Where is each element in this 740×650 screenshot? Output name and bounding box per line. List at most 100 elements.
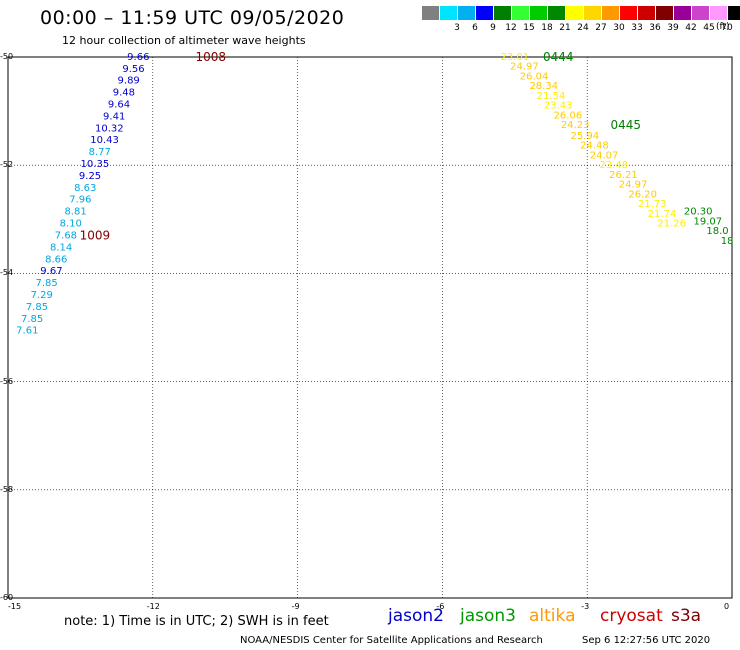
legend-tick-label: 30 — [613, 23, 625, 33]
legend-swatch — [458, 6, 475, 20]
legend-tick-label: 42 — [685, 23, 697, 33]
legend-tick-label: 45 — [703, 23, 715, 33]
swh-value: 24.07 — [590, 150, 619, 161]
legend-tick-label: 36 — [649, 23, 661, 33]
lon-tick-label: -12 — [146, 602, 160, 611]
swh-value: 10.43 — [90, 135, 119, 146]
legend-unit-label: (ft) — [716, 22, 730, 32]
legend-swatch — [692, 6, 709, 20]
legend-swatch — [494, 6, 511, 20]
swh-value: 24.23 — [561, 120, 590, 131]
swh-value: 24.48 — [580, 141, 609, 152]
swh-value: 9.89 — [118, 76, 140, 87]
legend-swatch — [602, 6, 619, 20]
swh-value: 23.43 — [544, 101, 573, 112]
legend-tick-label: 70 — [721, 23, 733, 33]
swh-value: 25.94 — [570, 131, 599, 142]
swh-value: 8.66 — [45, 254, 67, 265]
legend-swatch — [674, 6, 691, 20]
credit-line: NOAA/NESDIS Center for Satellite Applica… — [240, 635, 543, 646]
swh-value: 26.20 — [628, 189, 657, 200]
legend-swatch — [728, 6, 740, 20]
footer-note: note: 1) Time is in UTC; 2) SWH is in fe… — [64, 614, 329, 629]
swh-value: 7.96 — [69, 195, 91, 206]
legend-swatch — [656, 6, 673, 20]
legend-swatch — [566, 6, 583, 20]
swh-value: 21.26 — [657, 219, 686, 230]
swh-value: 9.41 — [103, 111, 125, 122]
legend-tick-label: 15 — [523, 23, 535, 33]
legend-tick-label: 6 — [472, 23, 478, 33]
lat-tick-label: -54 — [0, 268, 14, 278]
lon-tick-label: -6 — [436, 602, 445, 611]
swh-value: 21.73 — [638, 199, 667, 210]
swh-value: 7.61 — [16, 326, 38, 337]
swh-value: 24.97 — [510, 62, 539, 73]
swh-value: 23.48 — [599, 160, 628, 171]
legend-swatch — [512, 6, 529, 20]
legend-swatch — [620, 6, 637, 20]
lat-tick-label: -58 — [0, 484, 14, 494]
page-title: 00:00 – 11:59 UTC 09/05/2020 — [40, 7, 345, 29]
swh-value: 28.34 — [529, 81, 558, 92]
swh-value: 7.85 — [35, 278, 57, 289]
legend-swatch — [422, 6, 439, 20]
swh-value: 26.06 — [554, 110, 583, 121]
legend-swatch — [710, 6, 727, 20]
mission-label: cryosat — [600, 606, 663, 626]
legend-tick-label: 12 — [505, 23, 517, 33]
lat-tick-label: -60 — [0, 593, 14, 602]
swh-value: 18.0 — [706, 226, 728, 237]
swh-value: 8.77 — [89, 147, 111, 158]
pass-time-label: 0445 — [611, 118, 642, 132]
swh-value: 9.64 — [108, 100, 130, 111]
lat-tick-label: -56 — [0, 376, 14, 386]
swh-value: 7.85 — [26, 302, 48, 313]
legend-tick-label: 39 — [667, 23, 679, 33]
swh-value: 7.68 — [55, 230, 77, 241]
legend-tick-label: 3 — [454, 23, 460, 33]
mission-label: jason2 — [388, 606, 444, 626]
pass-time-label: 1008 — [195, 50, 226, 64]
legend-swatch — [476, 6, 493, 20]
swh-value: 10.35 — [81, 159, 110, 170]
legend-tick-label: 24 — [577, 23, 589, 33]
pass-time-label: 0444 — [543, 50, 574, 64]
swh-value: 19.07 — [694, 216, 723, 227]
legend-swatch — [530, 6, 547, 20]
legend-tick-label: 18 — [541, 23, 553, 33]
swh-value: 7.85 — [21, 314, 43, 325]
lat-tick-label: -52 — [0, 160, 14, 170]
swh-value: 21.74 — [648, 209, 677, 220]
lon-tick-label: -3 — [581, 602, 590, 611]
swh-value: 18 — [721, 236, 734, 247]
legend-tick-label: 33 — [631, 23, 643, 33]
legend-swatch — [584, 6, 601, 20]
swh-value: 10.32 — [95, 123, 124, 134]
swh-value: 26.04 — [520, 71, 549, 82]
lon-tick-label: -15 — [8, 602, 22, 611]
timestamp: Sep 6 12:27:56 UTC 2020 — [582, 635, 711, 646]
swh-value: 9.56 — [122, 64, 144, 75]
lat-tick-label: -50 — [0, 52, 14, 61]
swh-value: 9.67 — [40, 266, 62, 277]
swh-value: 21.54 — [537, 91, 566, 102]
swh-value: 9.66 — [127, 52, 149, 63]
legend-tick-label: 21 — [559, 23, 571, 33]
swh-value: 26.21 — [609, 170, 638, 181]
mission-label: s3a — [671, 606, 702, 626]
swh-value: 7.29 — [31, 290, 53, 301]
legend-swatch — [548, 6, 565, 20]
swh-value: 24.97 — [619, 180, 648, 191]
mission-label: jason3 — [460, 606, 516, 626]
pass-time-label: 1009 — [80, 228, 111, 242]
lon-tick-label: -9 — [291, 602, 300, 611]
mission-label: altika — [529, 606, 576, 626]
swh-value: 20.30 — [684, 207, 713, 218]
legend-swatch — [440, 6, 457, 20]
page-subtitle: 12 hour collection of altimeter wave hei… — [62, 34, 306, 47]
swh-value: 8.81 — [64, 207, 86, 218]
swh-value: 8.14 — [50, 242, 72, 253]
